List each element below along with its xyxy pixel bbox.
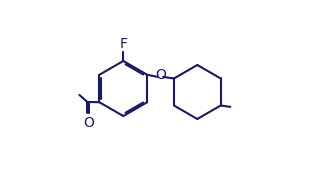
Text: O: O (155, 68, 166, 82)
Text: O: O (83, 116, 93, 130)
Text: F: F (119, 37, 127, 51)
